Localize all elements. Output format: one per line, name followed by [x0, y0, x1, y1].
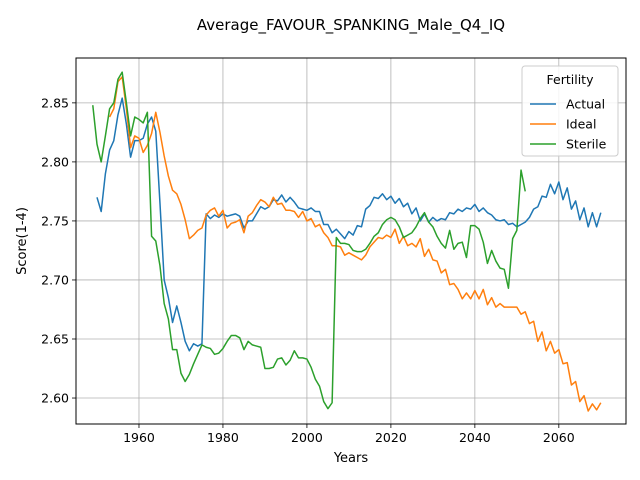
- plot-frame: [75, 57, 627, 425]
- grid-lines: [76, 58, 626, 424]
- series-lines: [92, 71, 602, 412]
- x-tick-label: 2000: [291, 430, 323, 445]
- y-tick-label: 2.75: [41, 213, 69, 228]
- y-tick-label: 2.60: [41, 391, 69, 406]
- x-axis-label: Years: [333, 451, 369, 466]
- y-axis: 2.60 2.65 2.70 2.75 2.80 2.85: [41, 95, 76, 406]
- y-tick-label: 2.65: [41, 331, 69, 346]
- series-line-sterile: [92, 71, 526, 410]
- legend-label-actual: Actual: [566, 97, 605, 112]
- legend: Fertility Actual Ideal Sterile: [521, 65, 619, 157]
- x-tick-label: 1960: [123, 430, 155, 445]
- y-tick-label: 2.80: [41, 154, 69, 169]
- legend-entries: Actual Ideal Sterile: [530, 97, 607, 152]
- y-tick-label: 2.85: [41, 95, 69, 110]
- series-line-ideal: [108, 76, 602, 412]
- legend-label-sterile: Sterile: [566, 137, 607, 152]
- x-tick-label: 2040: [459, 430, 491, 445]
- x-tick-label: 1980: [207, 430, 239, 445]
- legend-title: Fertility: [547, 72, 595, 87]
- x-axis: 1960 1980 2000 2020 2040 2060: [123, 424, 575, 445]
- y-axis-label: Score(1-4): [15, 207, 30, 275]
- x-tick-label: 2020: [375, 430, 407, 445]
- chart-title: Average_FAVOUR_SPANKING_Male_Q4_IQ: [197, 16, 505, 35]
- legend-label-ideal: Ideal: [566, 117, 596, 132]
- x-tick-label: 2060: [543, 430, 575, 445]
- legend-box: [521, 65, 619, 157]
- y-tick-label: 2.70: [41, 272, 69, 287]
